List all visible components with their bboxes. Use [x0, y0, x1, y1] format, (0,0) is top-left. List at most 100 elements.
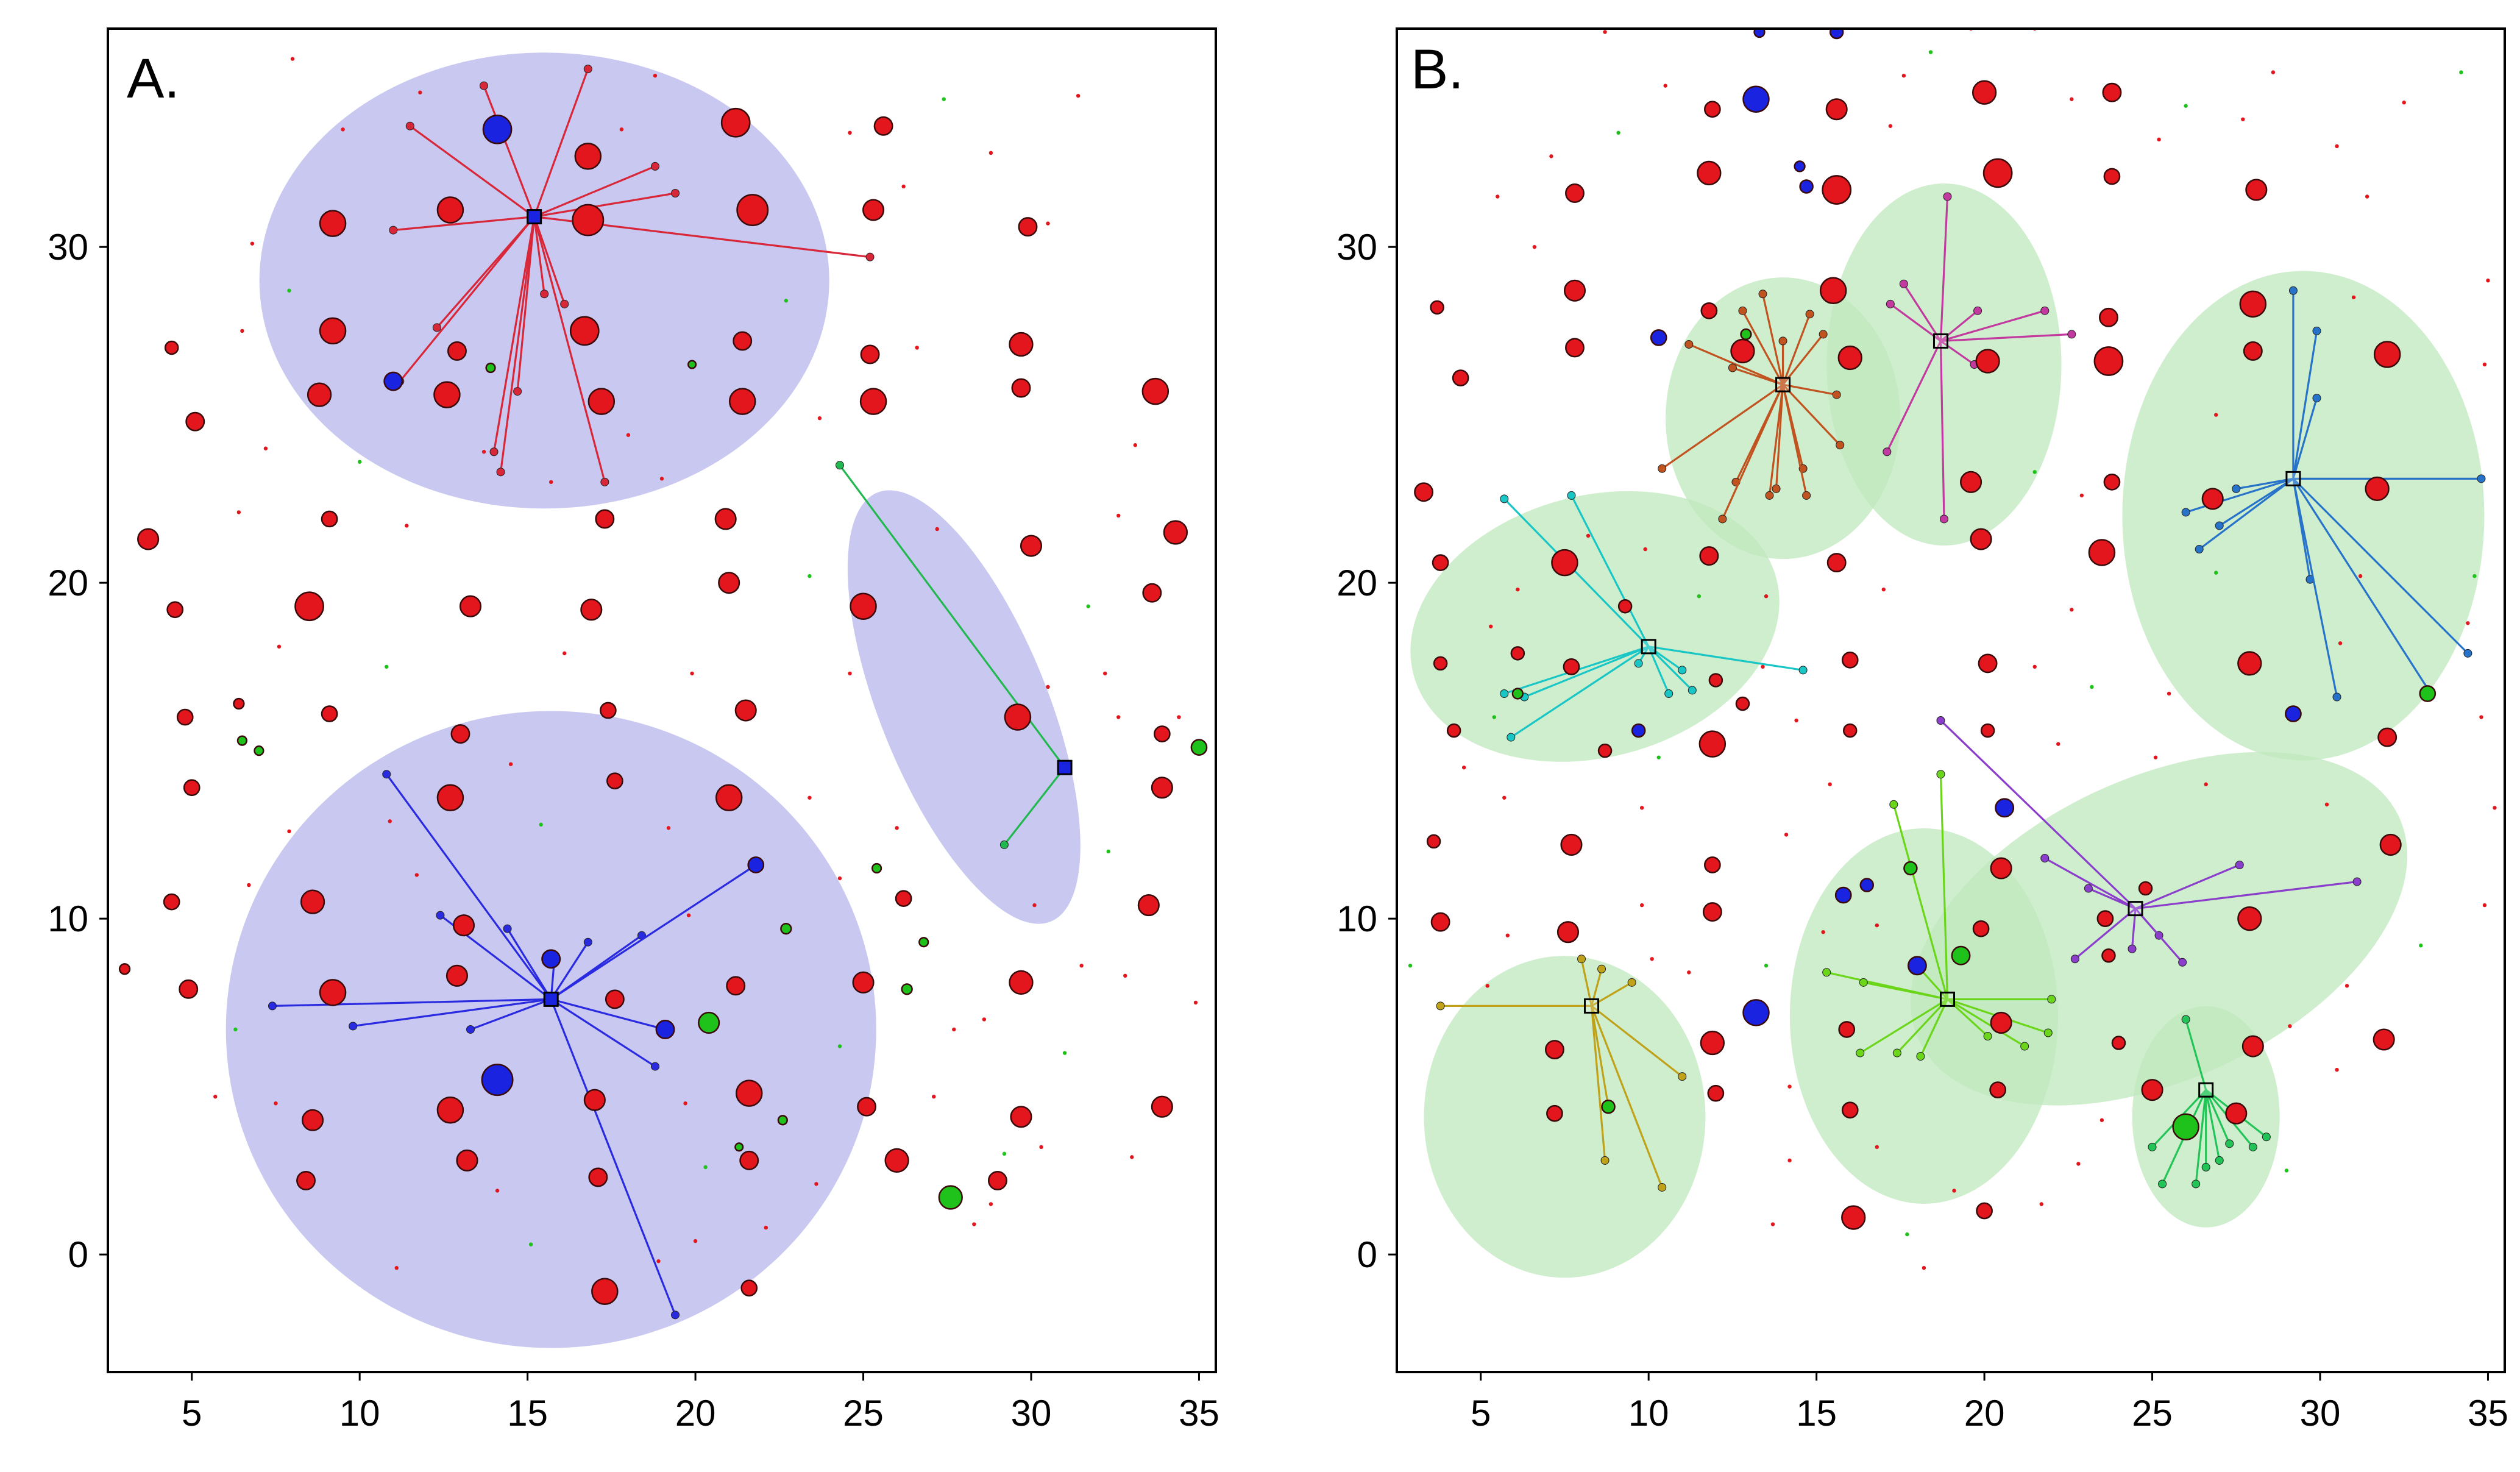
small-point	[418, 90, 422, 94]
red-point	[459, 595, 482, 617]
small-point	[1086, 604, 1090, 608]
small-point	[1492, 715, 1496, 719]
hub-6-leaf	[1856, 1048, 1865, 1058]
hub-6-edge	[1863, 981, 1948, 1000]
hub-1-edge	[1732, 366, 1784, 386]
red-point	[447, 341, 467, 361]
hub-8-leaf	[2192, 1179, 2201, 1189]
red-point	[1597, 743, 1613, 758]
green-point	[1511, 688, 1524, 700]
small-point	[1639, 806, 1644, 810]
hub-7-leaf	[1658, 1182, 1667, 1192]
green-point	[698, 1011, 720, 1034]
red-point	[1837, 345, 1862, 371]
red-point	[321, 705, 338, 722]
cluster-region-4	[2122, 271, 2485, 761]
red-point	[233, 697, 245, 710]
red-point	[2225, 1102, 2248, 1125]
hub-4-leaf	[2312, 326, 2321, 335]
red-point	[736, 194, 769, 226]
x-tick-label: 25	[2132, 1393, 2173, 1434]
small-point	[1106, 849, 1110, 854]
small-point	[2184, 104, 2188, 108]
small-point	[1116, 715, 1121, 719]
red-point	[1697, 160, 1722, 186]
small-point	[1639, 903, 1644, 908]
small-point	[1193, 1000, 1198, 1005]
hub-3-edge	[550, 998, 665, 1031]
hub-2-edge	[1886, 340, 1942, 452]
red-point	[2243, 341, 2263, 361]
red-point	[2365, 476, 2390, 502]
hub-6-leaf	[1936, 770, 1945, 779]
hub-1-leaf	[1805, 310, 1814, 319]
blue-point	[482, 114, 513, 144]
y-tick-label: 30	[1336, 227, 1377, 268]
red-point	[1960, 471, 1982, 493]
hub-2-marker	[1933, 333, 1948, 349]
small-point	[1770, 1222, 1775, 1226]
small-point	[2090, 684, 2094, 689]
small-point	[2070, 97, 2074, 101]
small-point	[385, 664, 389, 669]
small-point	[2153, 755, 2158, 759]
blue-point	[1995, 798, 2015, 818]
blue-point	[1799, 179, 1814, 194]
red-point	[606, 772, 623, 790]
hub-4-edge	[2185, 477, 2294, 513]
hub-7-leaf	[1678, 1072, 1687, 1081]
red-point	[1154, 725, 1171, 742]
y-tick-label: 30	[48, 227, 88, 268]
hub-5-edge	[2135, 864, 2240, 910]
hub-3-edge	[272, 998, 552, 1008]
small-point	[988, 1202, 993, 1206]
small-point	[1787, 1158, 1792, 1163]
small-point	[2479, 715, 2483, 719]
red-point	[873, 116, 893, 136]
x-tick-label: 15	[1796, 1393, 1837, 1434]
red-point	[1551, 549, 1578, 577]
hub-7-leaf	[1577, 955, 1586, 964]
red-point	[1819, 277, 1847, 305]
red-point	[1841, 652, 1859, 669]
green-point	[777, 1115, 788, 1126]
hub-1-edge	[1782, 333, 1824, 386]
hub-1-edge	[1721, 384, 1784, 520]
hub-3-edge	[1510, 645, 1650, 738]
red-point	[728, 388, 756, 415]
green-point	[918, 937, 929, 948]
hub-6-edge	[1947, 998, 2026, 1047]
hub-1-leaf	[1758, 290, 1767, 299]
hub-3-leaf	[1664, 689, 1673, 698]
red-point	[307, 382, 332, 407]
small-point	[693, 1239, 698, 1243]
green-point	[1190, 739, 1208, 756]
red-point	[1698, 730, 1727, 758]
hub-6-leaf	[1983, 1032, 1992, 1040]
blue-point	[1907, 956, 1927, 976]
red-point	[2237, 906, 2262, 931]
small-point	[549, 480, 553, 485]
hub-4-edge	[2292, 478, 2338, 697]
red-point	[734, 699, 757, 722]
cluster-region-6	[1789, 828, 2058, 1204]
small-point	[1103, 671, 1107, 676]
hub-7-leaf	[1436, 1001, 1445, 1011]
hub-3-leaf	[382, 770, 391, 779]
panel-a-label: A.	[127, 48, 180, 110]
hub-8-leaf	[2181, 1015, 2190, 1024]
small-point	[357, 460, 362, 464]
small-point	[1032, 903, 1037, 908]
small-point	[394, 1265, 399, 1270]
red-point	[176, 708, 194, 726]
red-point	[1700, 302, 1718, 319]
small-point	[1461, 766, 1466, 770]
hub-6-leaf	[2020, 1042, 2029, 1051]
red-point	[185, 411, 205, 432]
small-point	[952, 1027, 956, 1032]
small-point	[1496, 194, 1500, 199]
small-point	[1821, 930, 1825, 934]
hub-1-leaf	[671, 188, 680, 197]
small-point	[764, 1225, 768, 1230]
hub-1-edge	[1742, 310, 1784, 385]
